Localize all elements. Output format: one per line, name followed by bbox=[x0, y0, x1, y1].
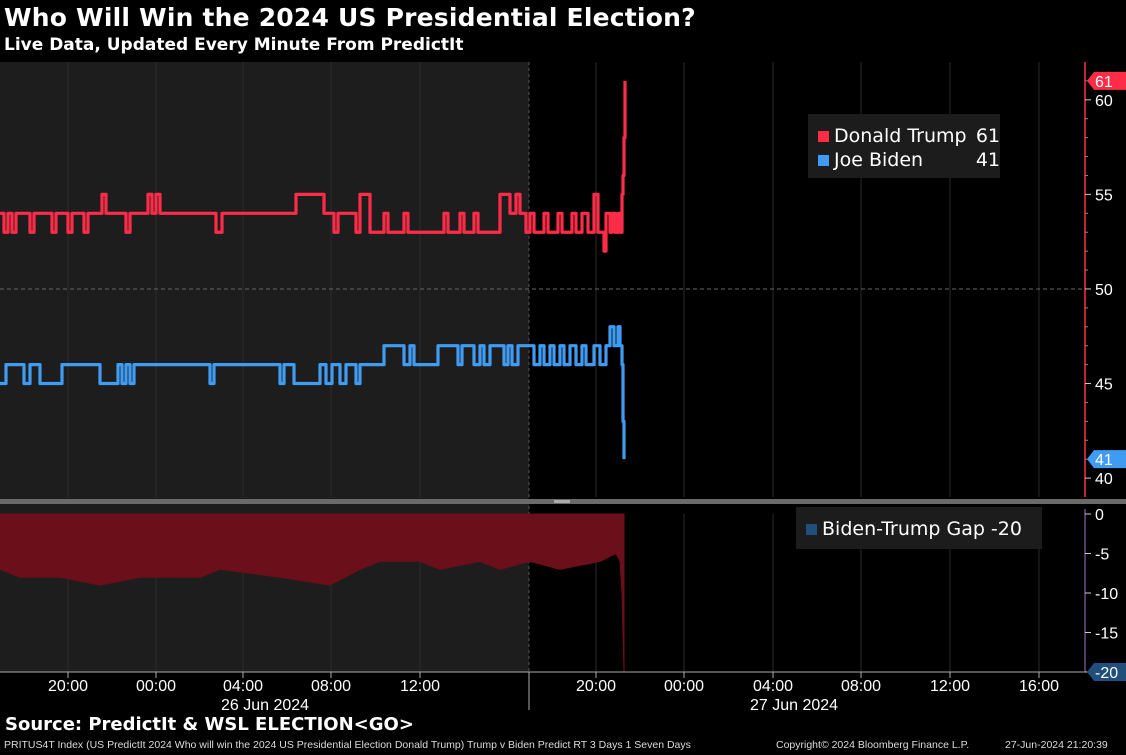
legend-swatch-trump bbox=[818, 130, 829, 142]
footer-copyright: Copyright© 2024 Bloomberg Finance L.P. bbox=[776, 739, 970, 751]
y-tick-label: 60 bbox=[1095, 93, 1113, 110]
series-line-biden bbox=[0, 325, 626, 460]
x-date-label: 27 Jun 2024 bbox=[750, 697, 838, 714]
x-tick-label: 20:00 bbox=[48, 678, 88, 695]
y-tick-label: 40 bbox=[1095, 471, 1113, 488]
y-tick-label: 55 bbox=[1095, 187, 1113, 204]
x-tick-label: 16:00 bbox=[1019, 678, 1059, 695]
legend-value-gap: -20 bbox=[990, 518, 1022, 540]
legend-item-trump: Donald Trump 61 bbox=[818, 124, 1000, 148]
legend-value-biden: 41 bbox=[975, 149, 1000, 171]
x-tick-label: 04:00 bbox=[223, 678, 263, 695]
last-value-trump: 61 bbox=[1095, 74, 1113, 91]
y-tick-label: 50 bbox=[1095, 282, 1113, 299]
footer-ticker: PRITUS4T Index (US PredictIt 2024 Who wi… bbox=[4, 739, 691, 751]
last-value-biden-bg bbox=[1087, 450, 1126, 469]
last-value-gap: -20 bbox=[1095, 665, 1118, 682]
legend-label-biden: Joe Biden bbox=[834, 149, 924, 171]
legend-gap: Biden-Trump Gap -20 bbox=[796, 507, 1042, 549]
legend-swatch-gap bbox=[806, 523, 817, 535]
x-tick-label: 12:00 bbox=[930, 678, 970, 695]
chart-subtitle: Live Data, Updated Every Minute From Pre… bbox=[4, 35, 464, 55]
last-value-trump-bg bbox=[1087, 71, 1126, 90]
last-value-gap-bg bbox=[1087, 663, 1126, 681]
x-tick-label: 00:00 bbox=[664, 678, 704, 695]
legend-main: Donald Trump 61 Joe Biden 41 bbox=[808, 114, 1000, 178]
x-tick-label: 08:00 bbox=[311, 678, 351, 695]
panel-resize-handle bbox=[554, 500, 570, 503]
x-tick-label: 12:00 bbox=[400, 678, 440, 695]
legend-swatch-biden bbox=[818, 154, 829, 166]
legend-label-trump: Donald Trump bbox=[834, 125, 967, 147]
x-tick-label: 20:00 bbox=[576, 678, 616, 695]
legend-item-biden: Joe Biden 41 bbox=[818, 148, 1000, 172]
y-tick-label: -10 bbox=[1095, 586, 1118, 603]
last-value-biden: 41 bbox=[1095, 452, 1113, 469]
legend-label-gap: Biden-Trump Gap bbox=[822, 518, 985, 540]
y-tick-label: 0 bbox=[1095, 507, 1104, 524]
series-line-trump bbox=[0, 80, 627, 253]
legend-item-gap: Biden-Trump Gap -20 bbox=[806, 517, 1042, 541]
y-tick-label: -5 bbox=[1095, 547, 1109, 564]
y-tick-label: -15 bbox=[1095, 626, 1118, 643]
x-tick-label: 08:00 bbox=[841, 678, 881, 695]
x-date-label: 26 Jun 2024 bbox=[221, 697, 309, 714]
x-tick-label: 00:00 bbox=[136, 678, 176, 695]
x-tick-label: 04:00 bbox=[753, 678, 793, 695]
chart-title: Who Will Win the 2024 US Presidential El… bbox=[4, 3, 696, 32]
y-tick-label: 45 bbox=[1095, 377, 1113, 394]
footer-timestamp: 27-Jun-2024 21:20:39 bbox=[1005, 739, 1108, 751]
shaded-period-top bbox=[0, 62, 529, 500]
source-note: Source: PredictIt & WSL ELECTION<GO> bbox=[5, 714, 414, 735]
legend-value-trump: 61 bbox=[975, 125, 1000, 147]
series-area-gap bbox=[0, 513, 625, 673]
